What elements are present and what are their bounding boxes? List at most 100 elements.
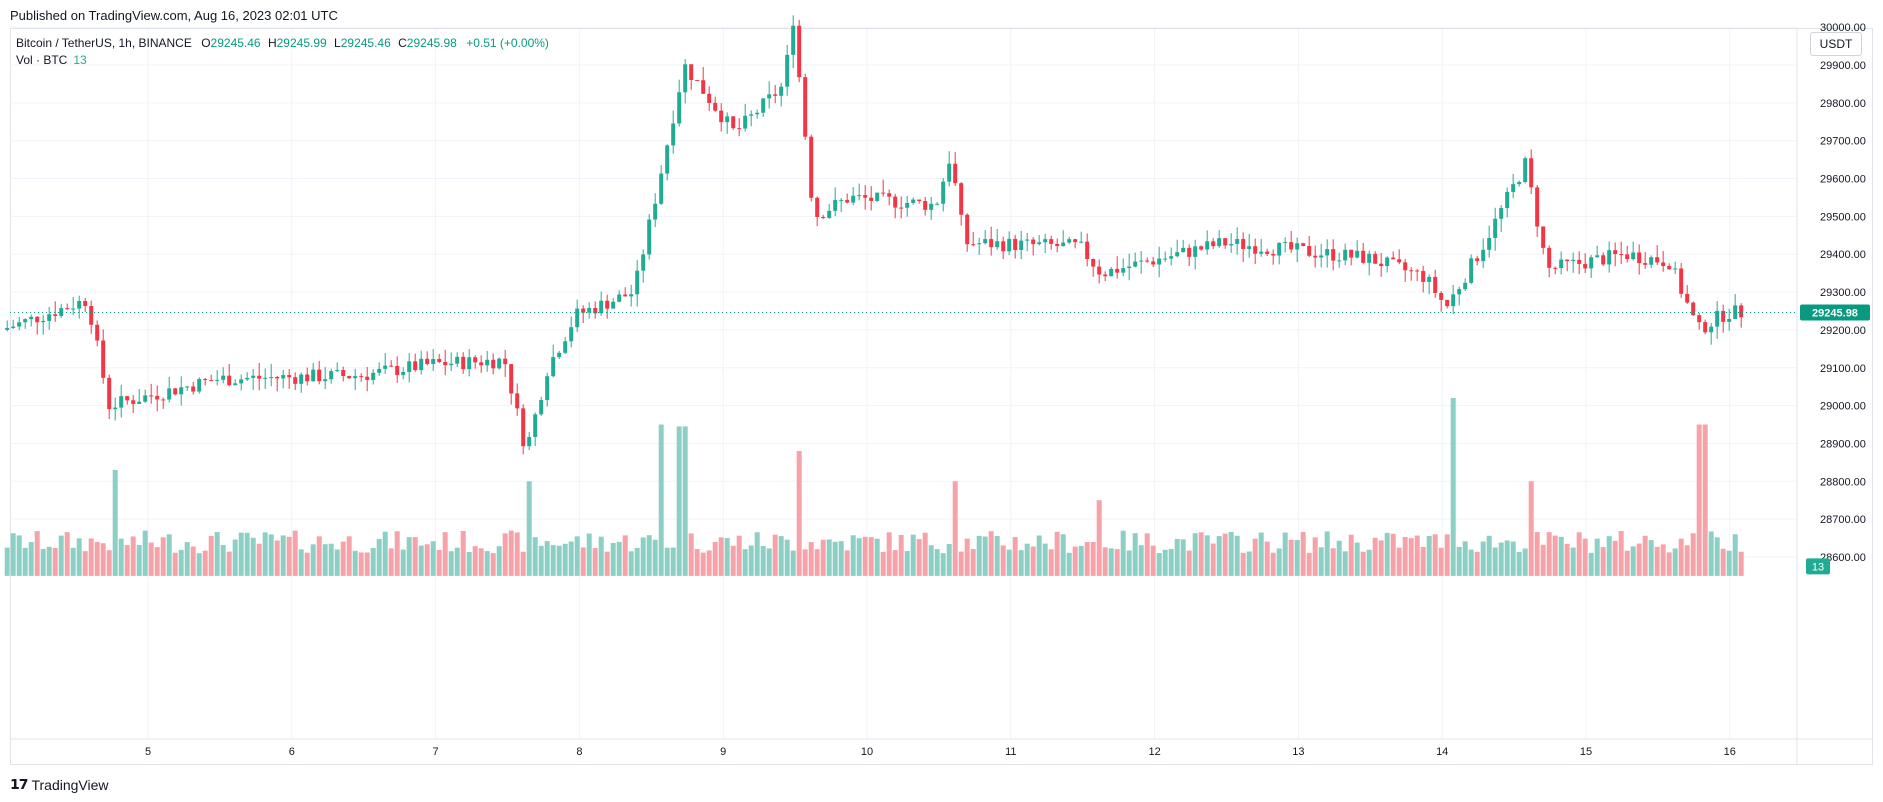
volume-bar	[628, 551, 634, 576]
volume-bar	[952, 481, 958, 576]
x-tick-label: 12	[1148, 746, 1160, 758]
x-tick-label: 5	[145, 746, 151, 758]
volume-bar	[802, 549, 808, 576]
candle-body	[1259, 251, 1264, 254]
candle-body	[227, 375, 232, 386]
volume-bar	[1732, 534, 1738, 576]
open-label: O	[201, 36, 211, 50]
symbol-label[interactable]: Bitcoin / TetherUS, 1h, BINANCE	[16, 36, 192, 50]
volume-bar	[574, 536, 580, 576]
volume-bar	[526, 481, 532, 576]
candle-body	[1547, 247, 1552, 268]
candle-body	[785, 54, 790, 87]
candle-body	[347, 376, 352, 379]
volume-bar	[412, 537, 418, 576]
high-value: 29245.99	[276, 36, 327, 50]
volume-bar	[1636, 543, 1642, 576]
candle-body	[449, 363, 454, 366]
candle-body	[239, 379, 244, 384]
candle-body	[923, 201, 928, 210]
volume-bar	[688, 533, 694, 576]
volume-bar	[4, 547, 10, 576]
volume-bar	[322, 544, 328, 576]
candle-body	[677, 92, 682, 124]
candle-body	[857, 195, 862, 197]
volume-label[interactable]: Vol · BTC	[16, 53, 68, 67]
candle-body	[359, 376, 364, 378]
volume-bar	[1576, 532, 1582, 576]
volume-bar	[76, 538, 82, 576]
volume-bar	[1006, 549, 1012, 576]
candle-body	[1115, 268, 1120, 273]
candle-body	[959, 183, 964, 215]
candle-body	[941, 181, 946, 204]
candle-body	[1385, 257, 1390, 267]
candle-body	[71, 308, 76, 310]
candle-body	[611, 301, 616, 309]
volume-bar	[1030, 546, 1036, 576]
candle-body	[563, 341, 568, 353]
volume-bar	[88, 538, 94, 576]
volume-bar	[1552, 535, 1558, 576]
last-volume-tag	[1806, 558, 1830, 575]
volume-bar	[1546, 532, 1552, 576]
candle-body	[1343, 249, 1348, 261]
volume-bar	[754, 532, 760, 576]
candle-body	[635, 270, 640, 295]
candle-body	[1175, 252, 1180, 257]
volume-bar	[1582, 538, 1588, 576]
candle-body	[755, 112, 760, 115]
candle-body	[989, 239, 994, 248]
candle-body	[1031, 239, 1036, 245]
volume-bar	[466, 551, 472, 576]
candle-body	[329, 371, 334, 380]
x-tick-label: 15	[1580, 746, 1592, 758]
volume-bar	[796, 451, 802, 576]
candle-body	[485, 359, 490, 366]
volume-bar	[544, 541, 550, 576]
footer-brand: 𝟭𝟳 TradingView	[10, 776, 109, 793]
volume-bar	[382, 531, 388, 576]
candle-body	[1355, 250, 1360, 258]
candle-body	[437, 359, 442, 362]
candle-body	[1103, 274, 1108, 277]
volume-bar	[1186, 550, 1192, 576]
candle-body	[1169, 256, 1174, 259]
candle-body	[323, 379, 328, 382]
candle-body	[1397, 259, 1402, 263]
volume-bar	[1462, 541, 1468, 576]
candle-body	[1475, 258, 1480, 262]
chart-frame	[10, 28, 1873, 765]
candle-body	[401, 372, 406, 376]
volume-bar	[298, 549, 304, 576]
volume-bar	[1342, 551, 1348, 576]
volume-bar	[1720, 548, 1726, 576]
volume-bar	[238, 532, 244, 576]
volume-bar	[1450, 398, 1456, 576]
tradingview-brand-label[interactable]: TradingView	[31, 776, 109, 793]
volume-bar	[1570, 547, 1576, 576]
candle-body	[725, 116, 730, 123]
candle-body	[443, 361, 448, 366]
candle-body	[1043, 239, 1048, 243]
volume-bar	[580, 547, 586, 576]
close-label: C	[398, 36, 407, 50]
candle-body	[215, 379, 220, 381]
volume-bar	[1378, 540, 1384, 576]
volume-bar	[1684, 545, 1690, 576]
volume-bar	[1444, 534, 1450, 576]
candle-body	[35, 316, 40, 323]
candle-body	[1079, 241, 1084, 243]
candle-body	[1391, 257, 1396, 260]
candle-body	[539, 400, 544, 415]
volume-bar	[1366, 549, 1372, 576]
currency-button[interactable]: USDT	[1810, 32, 1862, 56]
volume-bar	[376, 538, 382, 576]
volume-bar	[1192, 533, 1198, 576]
candle-body	[1037, 242, 1042, 245]
volume-bar	[928, 545, 934, 576]
candle-body	[1535, 187, 1540, 227]
y-tick-label: 29800.00	[1820, 98, 1866, 110]
y-tick-label: 29900.00	[1820, 60, 1866, 72]
